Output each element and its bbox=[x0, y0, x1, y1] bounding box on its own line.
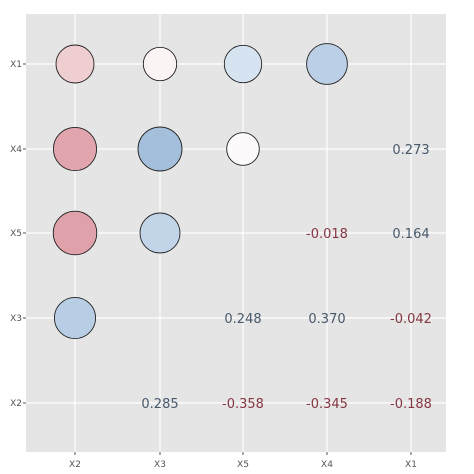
circle-X2-X3 bbox=[53, 296, 97, 340]
value-label-X5-X3: 0.248 bbox=[224, 312, 261, 327]
value-label-X4-X2: -0.345 bbox=[306, 397, 348, 412]
circle-X2-X1 bbox=[55, 44, 95, 84]
y-tick-label-X1: X1 bbox=[10, 60, 22, 70]
circle-X2-X5 bbox=[52, 210, 98, 256]
correlation-labels: 0.273 -0.018 0.164 0.248 0.370 -0.042 0.285 -0.… bbox=[141, 143, 432, 412]
value-label-X4-X5: -0.018 bbox=[306, 227, 348, 242]
correlation-circles bbox=[52, 43, 348, 340]
circle-X5-X4 bbox=[226, 132, 260, 166]
x-tick-label-X4: X4 bbox=[321, 460, 333, 470]
x-tick-label-X5: X5 bbox=[237, 460, 249, 470]
circle-X4-X1 bbox=[306, 43, 348, 85]
value-label-X3-X2: 0.285 bbox=[141, 397, 178, 412]
circle-X3-X1 bbox=[142, 46, 178, 82]
circle-X5-X1 bbox=[223, 44, 263, 84]
y-tick-label-X5: X5 bbox=[10, 229, 22, 239]
y-tick-label-X4: X4 bbox=[10, 145, 22, 155]
x-tick-label-X1: X1 bbox=[405, 460, 417, 470]
circle-X2-X4 bbox=[52, 126, 98, 172]
y-tick-label-X2: X2 bbox=[10, 399, 22, 409]
circle-X3-X5 bbox=[139, 212, 181, 254]
circle-X3-X4 bbox=[137, 126, 183, 172]
y-tick-label-X3: X3 bbox=[10, 314, 22, 324]
x-axis-ticks: X2 X3 X5 X4 X1 bbox=[69, 452, 417, 470]
x-tick-label-X2: X2 bbox=[69, 460, 81, 470]
value-label-X1-X5: 0.164 bbox=[392, 227, 429, 242]
value-label-X1-X3: -0.042 bbox=[390, 312, 432, 327]
value-label-X1-X4: 0.273 bbox=[392, 143, 429, 158]
value-label-X4-X3: 0.370 bbox=[308, 312, 345, 327]
value-label-X5-X2: -0.358 bbox=[222, 397, 264, 412]
x-tick-label-X3: X3 bbox=[154, 460, 166, 470]
value-label-X1-X2: -0.188 bbox=[390, 397, 432, 412]
y-axis-ticks: X1 X4 X5 X3 X2 bbox=[10, 60, 26, 409]
